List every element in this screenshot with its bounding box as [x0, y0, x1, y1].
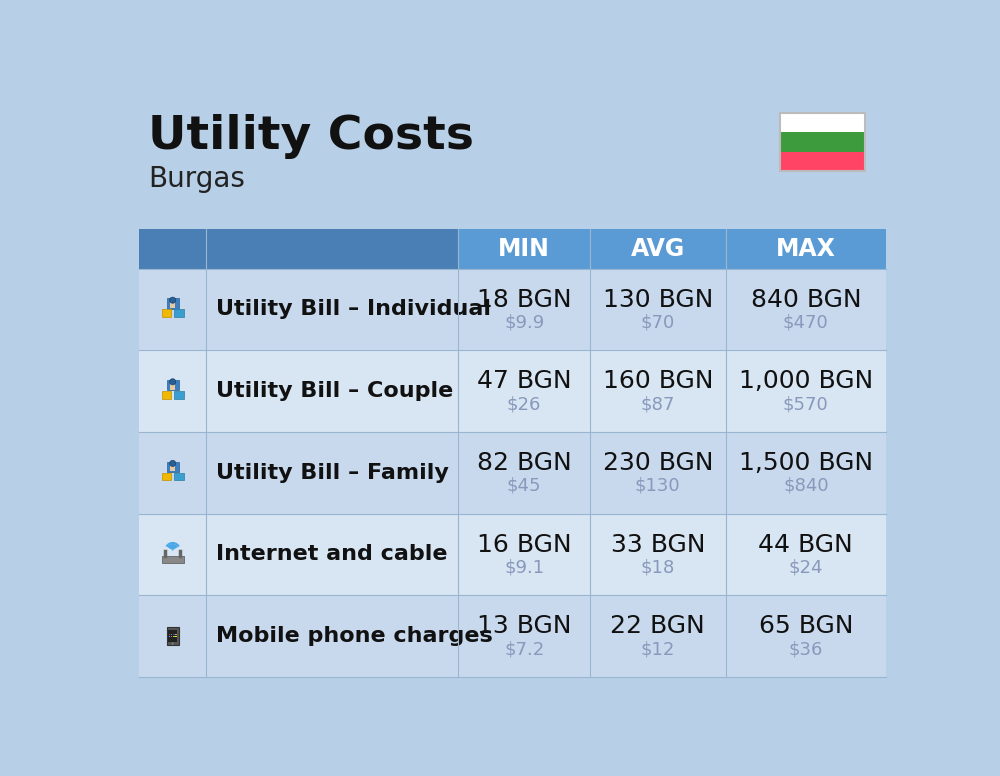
Text: 82 BGN: 82 BGN [477, 451, 572, 475]
Text: Utility Bill – Couple: Utility Bill – Couple [216, 381, 453, 401]
Bar [171, 636, 172, 637]
Bar [139, 229, 458, 268]
Text: 1,500 BGN: 1,500 BGN [739, 451, 873, 475]
Bar [175, 636, 177, 637]
Bar [169, 636, 170, 637]
Text: Internet and cable: Internet and cable [216, 544, 447, 564]
Text: 230 BGN: 230 BGN [603, 451, 713, 475]
Bar [170, 300, 175, 308]
Bar [174, 473, 184, 480]
Bar [167, 380, 179, 390]
Bar [458, 229, 886, 268]
Text: $7.2: $7.2 [504, 640, 544, 658]
Bar [170, 463, 175, 471]
Bar [139, 350, 886, 432]
Text: Utility Costs: Utility Costs [148, 114, 474, 159]
Bar [162, 473, 171, 480]
Text: 33 BGN: 33 BGN [611, 532, 705, 556]
Bar [780, 133, 865, 151]
Text: 13 BGN: 13 BGN [477, 614, 571, 638]
Text: $570: $570 [783, 395, 829, 413]
Text: 16 BGN: 16 BGN [477, 532, 571, 556]
Bar [162, 310, 171, 317]
Text: $9.9: $9.9 [504, 314, 544, 331]
Text: $26: $26 [507, 395, 541, 413]
Circle shape [170, 379, 176, 385]
Text: 18 BGN: 18 BGN [477, 288, 571, 312]
Text: 1,000 BGN: 1,000 BGN [739, 369, 873, 393]
Text: $470: $470 [783, 314, 829, 331]
Bar [173, 633, 175, 635]
Text: $12: $12 [641, 640, 675, 658]
Bar [139, 595, 886, 677]
Text: 840 BGN: 840 BGN [751, 288, 861, 312]
Text: MIN: MIN [498, 237, 550, 261]
Bar [139, 514, 886, 595]
Text: $840: $840 [783, 476, 829, 495]
Text: 44 BGN: 44 BGN [758, 532, 853, 556]
Bar [780, 113, 865, 171]
Bar [167, 462, 179, 472]
Circle shape [172, 643, 174, 645]
Text: Utility Bill – Individual: Utility Bill – Individual [216, 300, 491, 320]
Bar [173, 636, 175, 637]
Text: 22 BGN: 22 BGN [610, 614, 705, 638]
Bar [167, 627, 179, 646]
Bar [168, 629, 177, 643]
Bar [162, 556, 184, 563]
Text: 47 BGN: 47 BGN [477, 369, 571, 393]
Circle shape [170, 460, 176, 466]
Text: $130: $130 [635, 476, 681, 495]
Bar [780, 151, 865, 171]
Text: 65 BGN: 65 BGN [759, 614, 853, 638]
Bar [162, 391, 171, 399]
Bar [175, 633, 177, 635]
Bar [171, 633, 172, 635]
Bar [169, 633, 170, 635]
Text: 130 BGN: 130 BGN [603, 288, 713, 312]
Circle shape [172, 549, 173, 551]
Text: $36: $36 [789, 640, 823, 658]
Bar [174, 310, 184, 317]
Text: $18: $18 [641, 559, 675, 577]
Text: $24: $24 [789, 559, 823, 577]
Text: Burgas: Burgas [148, 165, 245, 192]
Text: Mobile phone charges: Mobile phone charges [216, 626, 492, 646]
Text: $87: $87 [641, 395, 675, 413]
Bar [780, 113, 865, 133]
Text: AVG: AVG [631, 237, 685, 261]
Bar [174, 391, 184, 399]
Text: 160 BGN: 160 BGN [603, 369, 713, 393]
Circle shape [170, 297, 176, 303]
Text: $45: $45 [507, 476, 541, 495]
Bar [139, 268, 886, 350]
Bar [139, 432, 886, 514]
Bar [170, 381, 175, 390]
Bar [167, 299, 179, 309]
Text: MAX: MAX [776, 237, 836, 261]
Text: $9.1: $9.1 [504, 559, 544, 577]
Text: $70: $70 [641, 314, 675, 331]
Text: Utility Bill – Family: Utility Bill – Family [216, 462, 449, 483]
